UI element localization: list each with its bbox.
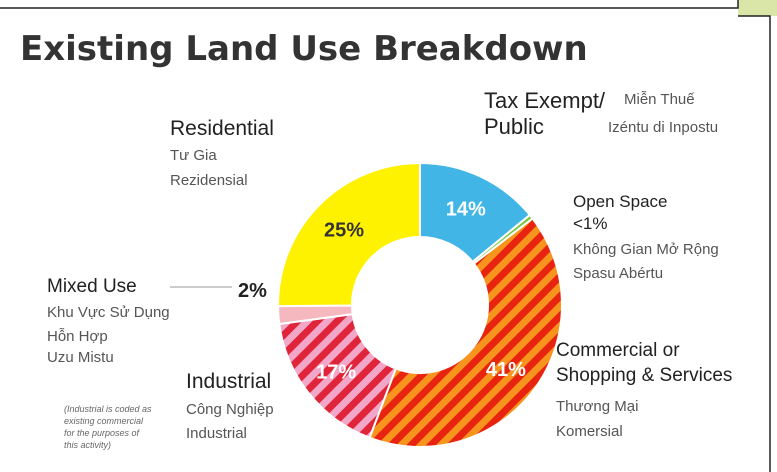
category-translation: Miễn Thuế [624,91,695,108]
category-name: Tax Exempt/ [484,88,606,113]
category-name: Open Space [573,192,668,211]
donut-slice [368,217,563,448]
value-label: 2% [238,280,267,302]
category-name: Industrial [186,370,271,393]
donut-slice [278,312,398,440]
category-translation: Tư Gia [170,147,217,164]
category-translation: Komersial [556,423,623,440]
value-label: 25% [324,220,364,242]
frame-top [0,0,739,9]
footnote: existing commercial [64,416,144,426]
chart-title: Existing Land Use Breakdown [20,29,588,69]
category-name: Public [484,114,544,139]
category-translation: Công Nghiệp [186,401,274,418]
category-name: Mixed Use [47,276,137,297]
value-label: 14% [446,198,486,220]
footnote: this activity) [64,440,111,450]
category-translation: Industrial [186,425,247,442]
category-translation: Rezidensial [170,172,248,189]
donut-slice [277,161,421,308]
category-translation: Hỗn Hợp [47,328,108,345]
category-name: Residential [170,117,274,140]
category-translation: Không Gian Mở Rộng [573,241,719,258]
map-fragment [738,0,777,16]
frame-right [738,15,771,472]
value-label: <1% [573,214,608,233]
footnote: for the purposes of [64,428,141,438]
category-name: Shopping & Services [556,365,732,386]
category-translation: Thương Mại [556,398,638,415]
category-name: Commercial or [556,340,680,361]
value-label: 17% [316,362,356,384]
category-translation: Spasu Abértu [573,265,663,282]
category-translation: Izéntu di Inpostu [608,119,718,136]
category-translation: Khu Vực Sử Dụng [47,304,170,321]
footnote: (Industrial is coded as [64,404,152,414]
category-translation: Uzu Mistu [47,349,114,366]
value-label: 41% [486,359,526,381]
